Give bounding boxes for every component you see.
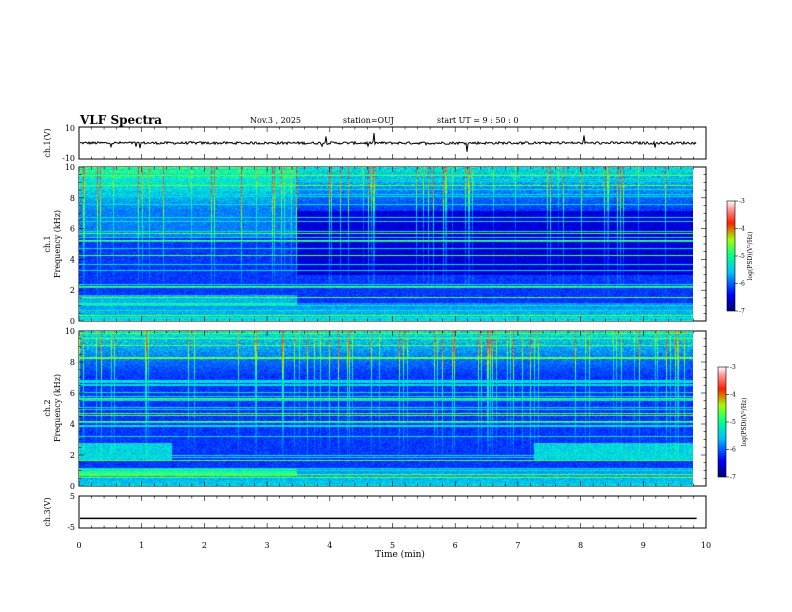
ch3-ytick-top: 5 xyxy=(70,492,75,501)
freq-ticklabel: 4 xyxy=(70,420,75,429)
colorbar-ticklabel: -6 xyxy=(739,281,745,288)
freq-ticklabel: 4 xyxy=(70,255,75,264)
ch1-spectrogram-panel: 0 2 4 6 8 10 ch.1 Frequency (kHz) xyxy=(43,163,707,326)
freq-ticklabel: 6 xyxy=(70,389,75,398)
freq-ticklabel: 8 xyxy=(70,358,75,367)
ch3-waveform-ylabel: ch.3(V) xyxy=(43,497,52,526)
time-axis-label: Time (min) xyxy=(375,549,425,560)
freq-ticklabel: 2 xyxy=(70,286,75,295)
colorbar-ch1-label: log(PSD)(V²/Hz) xyxy=(747,232,754,281)
station-label: station=OUJ xyxy=(343,116,394,125)
freq-ticklabel: 6 xyxy=(70,225,75,234)
colorbar-ticklabel: -7 xyxy=(739,308,745,315)
time-ticklabel: 3 xyxy=(265,541,270,550)
freq-ticklabel: 10 xyxy=(65,327,75,336)
ch1-ytick-bottom: -10 xyxy=(62,154,75,163)
colorbar-ch2-gradient xyxy=(717,366,727,478)
freq-ticklabel: 8 xyxy=(70,194,75,203)
ch1-spec-yticks: 0 2 4 6 8 10 xyxy=(65,163,706,326)
date-label: Nov.3 , 2025 xyxy=(250,116,302,125)
colorbar-ticklabel: -4 xyxy=(730,392,736,399)
time-ticklabel: 6 xyxy=(453,541,458,550)
ch3-ytick-bottom: -5 xyxy=(67,523,75,532)
colorbar-ticklabel: -3 xyxy=(739,198,745,205)
ch3-waveform-panel: 5 -5 ch.3(V) xyxy=(43,492,707,532)
ch2-spectrogram-panel: 0 2 4 6 8 10 ch.2 Frequency (kHz) xyxy=(43,327,707,491)
time-ticklabel: 8 xyxy=(578,541,583,550)
time-ticklabel: 9 xyxy=(641,541,646,550)
start-time-label: start UT = 9 : 50 : 0 xyxy=(437,116,519,125)
ch1-spectrogram-image xyxy=(79,167,693,321)
ch2-spec-yticks: 0 2 4 6 8 10 xyxy=(65,327,706,491)
time-ticklabel: 2 xyxy=(202,541,207,550)
time-axis-ticks xyxy=(78,127,707,528)
time-ticklabel: 4 xyxy=(327,541,332,550)
ch2-spec-ylabel-channel: ch.2 xyxy=(43,399,52,416)
colorbar-ticklabel: -3 xyxy=(730,364,736,371)
freq-ticklabel: 10 xyxy=(65,163,75,172)
colorbar-ch1-gradient xyxy=(726,200,736,312)
colorbar-ticklabel: -5 xyxy=(730,419,736,426)
ch1-waveform-panel: 10 -10 ch.1(V) xyxy=(43,124,707,163)
colorbar-ch2-label: log(PSD)(V²/Hz) xyxy=(741,398,748,447)
time-ticklabel: 7 xyxy=(515,541,520,550)
time-ticklabel: 10 xyxy=(701,541,711,550)
colorbar-ch1: -3 -4 -5 -6 -7 log(PSD)(V²/Hz) xyxy=(726,198,754,315)
plot-title: VLF Spectra xyxy=(80,113,163,127)
colorbar-ticklabel: -6 xyxy=(730,447,736,454)
ch1-ytick-top: 10 xyxy=(65,124,75,133)
ch2-spec-ylabel-frequency: Frequency (kHz) xyxy=(53,374,62,442)
colorbar-ch1-ticks: -3 -4 -5 -6 -7 xyxy=(735,198,745,315)
ch1-waveform-line xyxy=(79,133,697,152)
ch2-spectrogram-image xyxy=(79,331,693,486)
freq-ticklabel: 0 xyxy=(70,317,75,326)
time-ticklabel: 0 xyxy=(76,541,81,550)
freq-ticklabel: 0 xyxy=(70,482,75,491)
ch1-waveform-ylabel: ch.1(V) xyxy=(43,128,52,157)
colorbar-ticklabel: -7 xyxy=(730,474,736,481)
time-ticklabel: 5 xyxy=(390,541,395,550)
freq-ticklabel: 2 xyxy=(70,451,75,460)
colorbar-ch2-ticks: -3 -4 -5 -6 -7 xyxy=(726,364,736,481)
time-ticklabel: 1 xyxy=(139,541,144,550)
colorbar-ticklabel: -4 xyxy=(739,226,745,233)
colorbar-ticklabel: -5 xyxy=(739,253,745,260)
ch1-spec-ylabel-frequency: Frequency (kHz) xyxy=(53,210,62,278)
time-axis-ticklabels: 0 1 2 3 4 5 6 7 8 9 10 xyxy=(76,541,711,550)
colorbar-ch2: -3 -4 -5 -6 -7 log(PSD)(V²/Hz) xyxy=(717,364,748,481)
ch1-spec-ylabel-channel: ch.1 xyxy=(43,235,52,252)
